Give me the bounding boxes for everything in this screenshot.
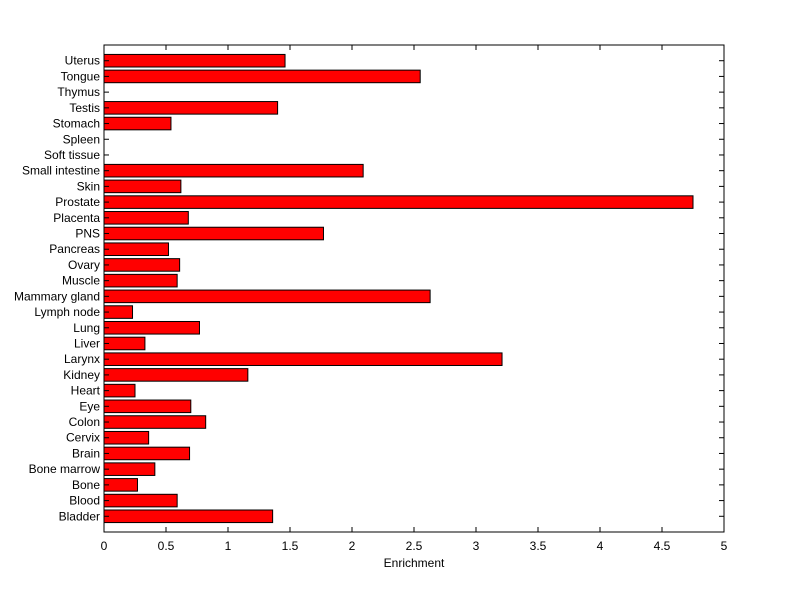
y-tick-label: Uterus bbox=[65, 54, 100, 68]
y-tick-label: PNS bbox=[75, 227, 100, 241]
y-tick-label: Soft tissue bbox=[44, 148, 100, 162]
y-tick-label: Pancreas bbox=[49, 242, 100, 256]
y-tick-label: Bone marrow bbox=[29, 462, 101, 476]
y-tick-label: Mammary gland bbox=[14, 289, 100, 303]
x-tick-label: 4.5 bbox=[654, 539, 671, 553]
x-axis-label: Enrichment bbox=[384, 556, 445, 570]
y-tick-label: Cervix bbox=[66, 431, 100, 445]
x-tick-label: 4 bbox=[597, 539, 604, 553]
y-tick-label: Liver bbox=[74, 336, 100, 350]
x-tick-label: 3 bbox=[473, 539, 480, 553]
bar-colon bbox=[103, 415, 207, 429]
y-tick-label: Small intestine bbox=[22, 164, 100, 178]
x-tick-label: 1.5 bbox=[282, 539, 299, 553]
bar-blood bbox=[103, 493, 178, 508]
y-tick-label: Skin bbox=[77, 179, 100, 193]
plot-area-frame bbox=[103, 44, 725, 533]
bar-cervix bbox=[103, 430, 150, 445]
bar-pns bbox=[103, 226, 324, 241]
y-tick-label: Blood bbox=[69, 494, 100, 508]
y-tick-label: Bladder bbox=[59, 509, 100, 523]
bar-placenta bbox=[103, 211, 189, 225]
bars-layer bbox=[103, 53, 694, 524]
y-tick-label: Tongue bbox=[61, 69, 101, 83]
y-tick-label: Brain bbox=[72, 446, 100, 460]
bar-prostate bbox=[103, 195, 694, 209]
bar-tongue bbox=[103, 69, 421, 84]
bar-muscle bbox=[103, 273, 178, 288]
bar-testis bbox=[103, 101, 279, 115]
bar-mammary-gland bbox=[103, 289, 431, 304]
y-tick-label: Placenta bbox=[53, 211, 100, 225]
x-tick-label: 0 bbox=[101, 539, 108, 553]
y-tick-label: Muscle bbox=[62, 274, 100, 288]
x-tick-label: 2.5 bbox=[406, 539, 423, 553]
x-tick-label: 1 bbox=[225, 539, 232, 553]
bar-lung bbox=[103, 320, 200, 335]
y-tick-label: Kidney bbox=[63, 368, 100, 382]
bar-kidney bbox=[103, 368, 249, 382]
bar-pancreas bbox=[103, 242, 169, 257]
y-tick-label: Thymus bbox=[57, 85, 100, 99]
y-tick-label: Heart bbox=[71, 384, 101, 398]
y-tick-label: Lung bbox=[73, 321, 100, 335]
bar-bone bbox=[103, 478, 138, 492]
y-tick-label: Spleen bbox=[63, 132, 100, 146]
bar-eye bbox=[103, 399, 192, 414]
y-tick-label: Colon bbox=[69, 415, 100, 429]
bar-bone-marrow bbox=[103, 462, 156, 476]
bar-larynx bbox=[103, 352, 503, 366]
y-tick-label: Prostate bbox=[55, 195, 100, 209]
bar-bladder bbox=[103, 509, 274, 524]
y-tick-label: Lymph node bbox=[34, 305, 100, 319]
bar-liver bbox=[103, 336, 146, 351]
x-tick-label: 2 bbox=[349, 539, 356, 553]
y-tick-label: Bone bbox=[72, 478, 100, 492]
x-tick-label: 0.5 bbox=[158, 539, 175, 553]
x-tick-label: 3.5 bbox=[530, 539, 547, 553]
y-tick-label: Stomach bbox=[53, 117, 100, 131]
bar-skin bbox=[103, 179, 182, 194]
y-tick-label: Testis bbox=[69, 101, 100, 115]
bar-brain bbox=[103, 446, 191, 461]
bar-small-intestine bbox=[103, 163, 364, 178]
bar-ovary bbox=[103, 258, 181, 272]
y-tick-label: Eye bbox=[79, 399, 100, 413]
bar-uterus bbox=[103, 53, 286, 68]
bar-stomach bbox=[103, 116, 172, 131]
y-tick-label: Larynx bbox=[64, 352, 100, 366]
y-tick-label: Ovary bbox=[68, 258, 100, 272]
x-tick-label: 5 bbox=[721, 539, 728, 553]
